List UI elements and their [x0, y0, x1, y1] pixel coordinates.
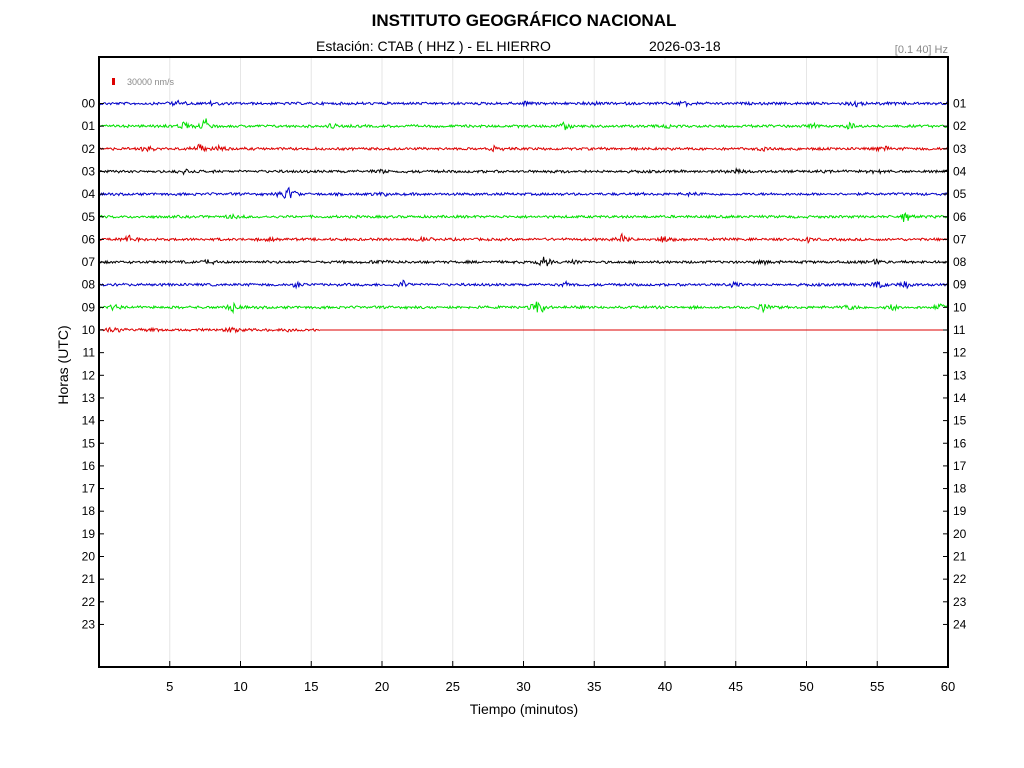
right-hour-label: 22 — [953, 572, 967, 586]
x-tick-label: 15 — [304, 679, 318, 694]
x-tick-label: 5 — [166, 679, 173, 694]
left-hour-label: 22 — [82, 595, 96, 609]
left-hour-label: 00 — [82, 97, 96, 111]
left-hour-label: 08 — [82, 278, 96, 292]
x-tick-label: 55 — [870, 679, 884, 694]
left-hour-label: 06 — [82, 232, 96, 246]
seismogram-traces — [98, 99, 949, 334]
x-tick-label: 45 — [729, 679, 743, 694]
left-hour-label: 15 — [82, 436, 96, 450]
left-hour-label: 20 — [82, 550, 96, 564]
left-hour-label: 01 — [82, 119, 96, 133]
right-hour-label: 20 — [953, 527, 967, 541]
right-hour-label: 16 — [953, 436, 967, 450]
x-tick-label: 35 — [587, 679, 601, 694]
left-hour-label: 03 — [82, 164, 96, 178]
right-hour-label: 11 — [953, 323, 966, 337]
right-hour-label: 19 — [953, 504, 967, 518]
right-hour-label: 12 — [953, 346, 967, 360]
left-hour-label: 23 — [82, 617, 96, 631]
scale-bar — [112, 78, 115, 85]
trace-hour-10 — [98, 326, 320, 334]
trace-hour-05 — [98, 212, 949, 223]
left-hour-label: 04 — [82, 187, 96, 201]
left-hour-label: 09 — [82, 300, 96, 314]
left-hour-label: 10 — [82, 323, 96, 337]
right-hour-label: 23 — [953, 595, 967, 609]
scale-label: 30000 nm/s — [127, 77, 175, 87]
right-hour-label: 13 — [953, 368, 967, 382]
right-hour-label: 09 — [953, 278, 967, 292]
right-hour-label: 21 — [953, 550, 967, 564]
left-hour-label: 18 — [82, 504, 96, 518]
x-tick-label: 40 — [658, 679, 672, 694]
trace-hour-09 — [98, 301, 949, 315]
x-tick-label: 25 — [446, 679, 460, 694]
right-hour-label: 18 — [953, 482, 967, 496]
trace-hour-08 — [98, 279, 949, 290]
x-tick-label: 20 — [375, 679, 389, 694]
left-hour-label: 13 — [82, 391, 96, 405]
trace-hour-06 — [98, 232, 948, 244]
right-hour-labels: 01 02 03 04 05 06 07 08 09 10 11 12 13 14 15 16 17 18 19 20… — [943, 97, 967, 631]
right-hour-label: 02 — [953, 119, 967, 133]
left-hour-label: 05 — [82, 210, 96, 224]
right-hour-label: 04 — [953, 164, 967, 178]
trace-hour-02 — [98, 143, 949, 153]
left-hour-label: 11 — [83, 346, 96, 360]
right-hour-label: 06 — [953, 210, 967, 224]
right-hour-label: 15 — [953, 414, 967, 428]
left-hour-label: 21 — [82, 572, 96, 586]
right-hour-label: 10 — [953, 300, 967, 314]
x-tick-label: 50 — [799, 679, 813, 694]
right-hour-label: 05 — [953, 187, 967, 201]
station-label: Estación: CTAB ( HHZ ) - EL HIERRO — [316, 38, 551, 54]
right-hour-label: 07 — [953, 232, 967, 246]
trace-hour-00 — [98, 99, 949, 108]
right-hour-label: 14 — [953, 391, 967, 405]
x-tick-label: 60 — [941, 679, 955, 694]
left-hour-label: 12 — [82, 368, 96, 382]
trace-hour-03 — [98, 166, 949, 176]
trace-hour-01 — [98, 118, 949, 131]
x-tick-label: 30 — [516, 679, 530, 694]
left-hour-labels: 00 01 02 03 04 05 06 07 08 09 10 11 12 13 14 15 16 17 18 19… — [82, 97, 104, 631]
left-hour-label: 14 — [82, 414, 96, 428]
x-tick-label: 10 — [233, 679, 247, 694]
date-label: 2026-03-18 — [649, 38, 721, 54]
trace-hour-07 — [98, 256, 949, 267]
left-hour-label: 07 — [82, 255, 96, 269]
chart-title: INSTITUTO GEOGRÁFICO NACIONAL — [372, 11, 677, 30]
left-hour-label: 17 — [82, 482, 96, 496]
trace-hour-04 — [98, 186, 949, 199]
x-axis-label: Tiempo (minutos) — [470, 701, 578, 717]
x-axis-ticks: 5 10 15 20 25 30 35 40 45 50 55 60 — [166, 661, 955, 694]
left-hour-label: 02 — [82, 142, 96, 156]
left-hour-label: 16 — [82, 459, 96, 473]
right-hour-label: 17 — [953, 459, 967, 473]
right-hour-label: 24 — [953, 617, 967, 631]
right-hour-label: 01 — [953, 97, 967, 111]
plot-frame — [98, 56, 949, 668]
y-axis-label: Horas (UTC) — [55, 325, 71, 404]
right-hour-label: 03 — [953, 142, 967, 156]
right-hour-label: 08 — [953, 255, 967, 269]
left-hour-label: 19 — [82, 527, 96, 541]
filter-band-label: [0.1 40] Hz — [895, 44, 948, 56]
grid-lines — [169, 57, 878, 667]
